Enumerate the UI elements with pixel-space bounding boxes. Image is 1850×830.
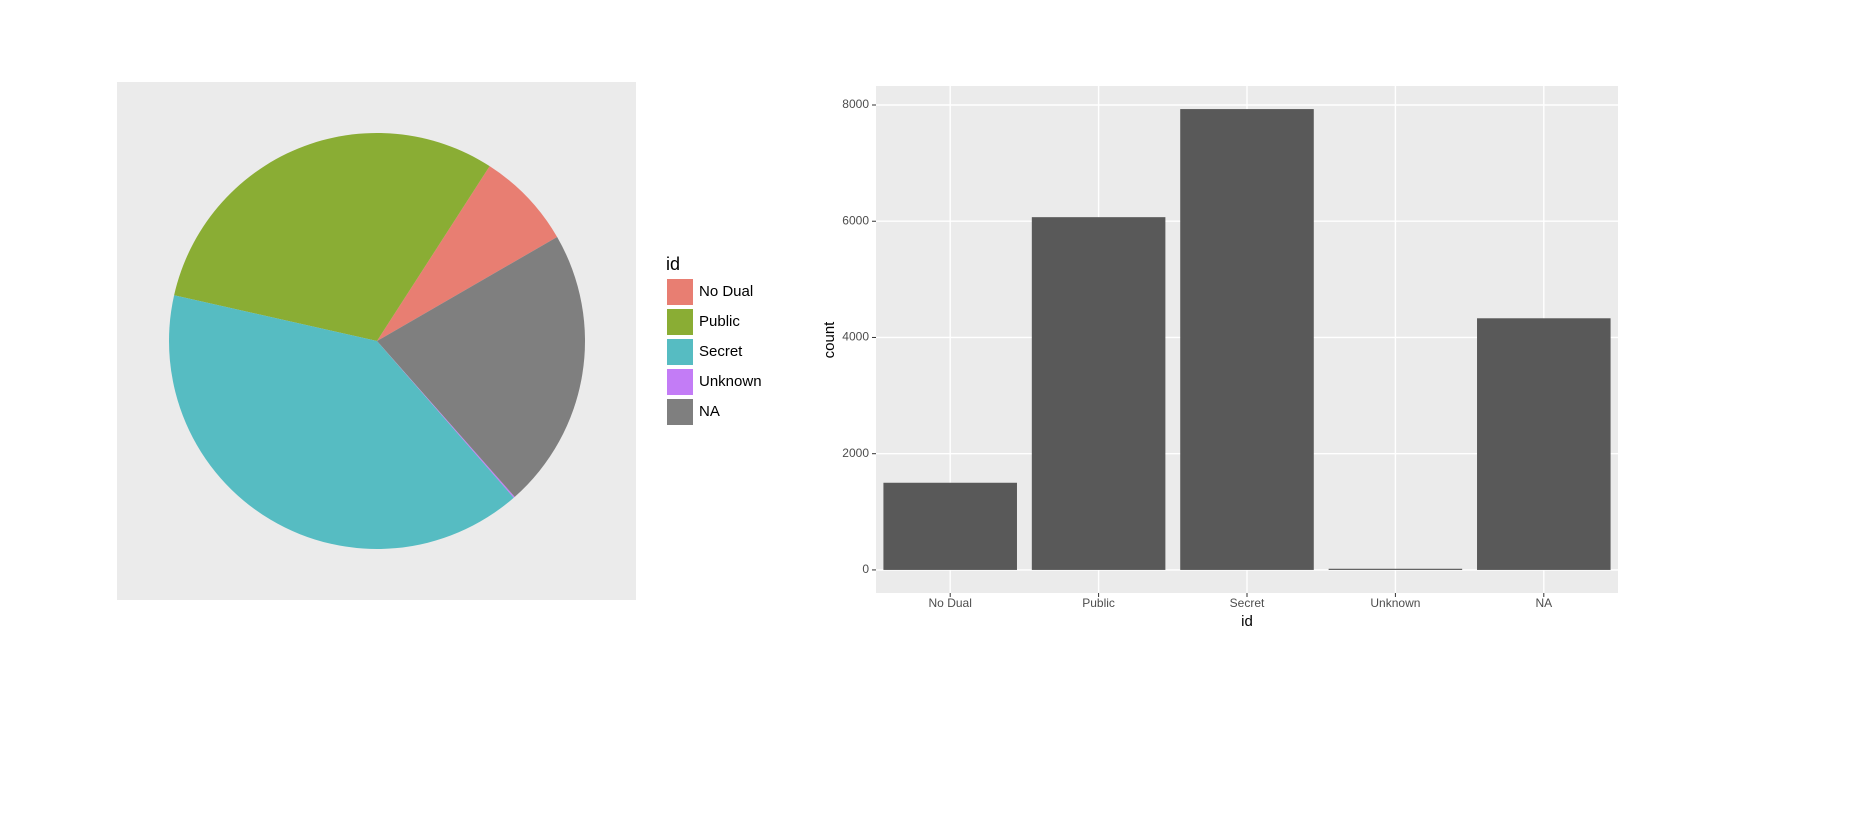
x-tick-label: Secret	[1230, 596, 1265, 610]
legend-label: No Dual	[699, 283, 753, 300]
x-tick-label: No Dual	[929, 596, 972, 610]
legend-key	[667, 309, 693, 335]
y-tick-label: 0	[862, 562, 869, 576]
pie-slice	[174, 133, 490, 341]
bar	[883, 482, 1017, 570]
x-axis-title: id	[1241, 613, 1253, 630]
pie-slice	[169, 295, 514, 549]
y-tick-label: 4000	[842, 330, 869, 344]
bar	[1031, 217, 1166, 570]
legend-key	[667, 399, 693, 425]
y-tick-label: 8000	[842, 97, 869, 111]
bar	[1477, 318, 1611, 570]
x-tick-label: Unknown	[1370, 596, 1420, 610]
x-tick-label: Public	[1082, 596, 1115, 610]
legend-label: Unknown	[699, 373, 762, 390]
bar	[1328, 568, 1463, 570]
legend-key	[667, 369, 693, 395]
pie-slice	[377, 341, 515, 498]
legend-label: NA	[699, 403, 720, 420]
legend: id No Dual Public Secret Unknown NA	[666, 254, 762, 425]
pie-slice	[377, 237, 585, 497]
legend-label: Public	[699, 313, 740, 330]
legend-title: id	[666, 254, 680, 274]
bar	[1180, 109, 1314, 570]
x-tick-label: NA	[1535, 596, 1552, 610]
pie-slice	[377, 166, 558, 341]
legend-label: Secret	[699, 343, 743, 360]
y-tick-label: 6000	[842, 213, 869, 227]
y-axis-title: count	[821, 321, 838, 359]
legend-key	[667, 279, 693, 305]
legend-key	[667, 339, 693, 365]
y-tick-label: 2000	[842, 446, 869, 460]
